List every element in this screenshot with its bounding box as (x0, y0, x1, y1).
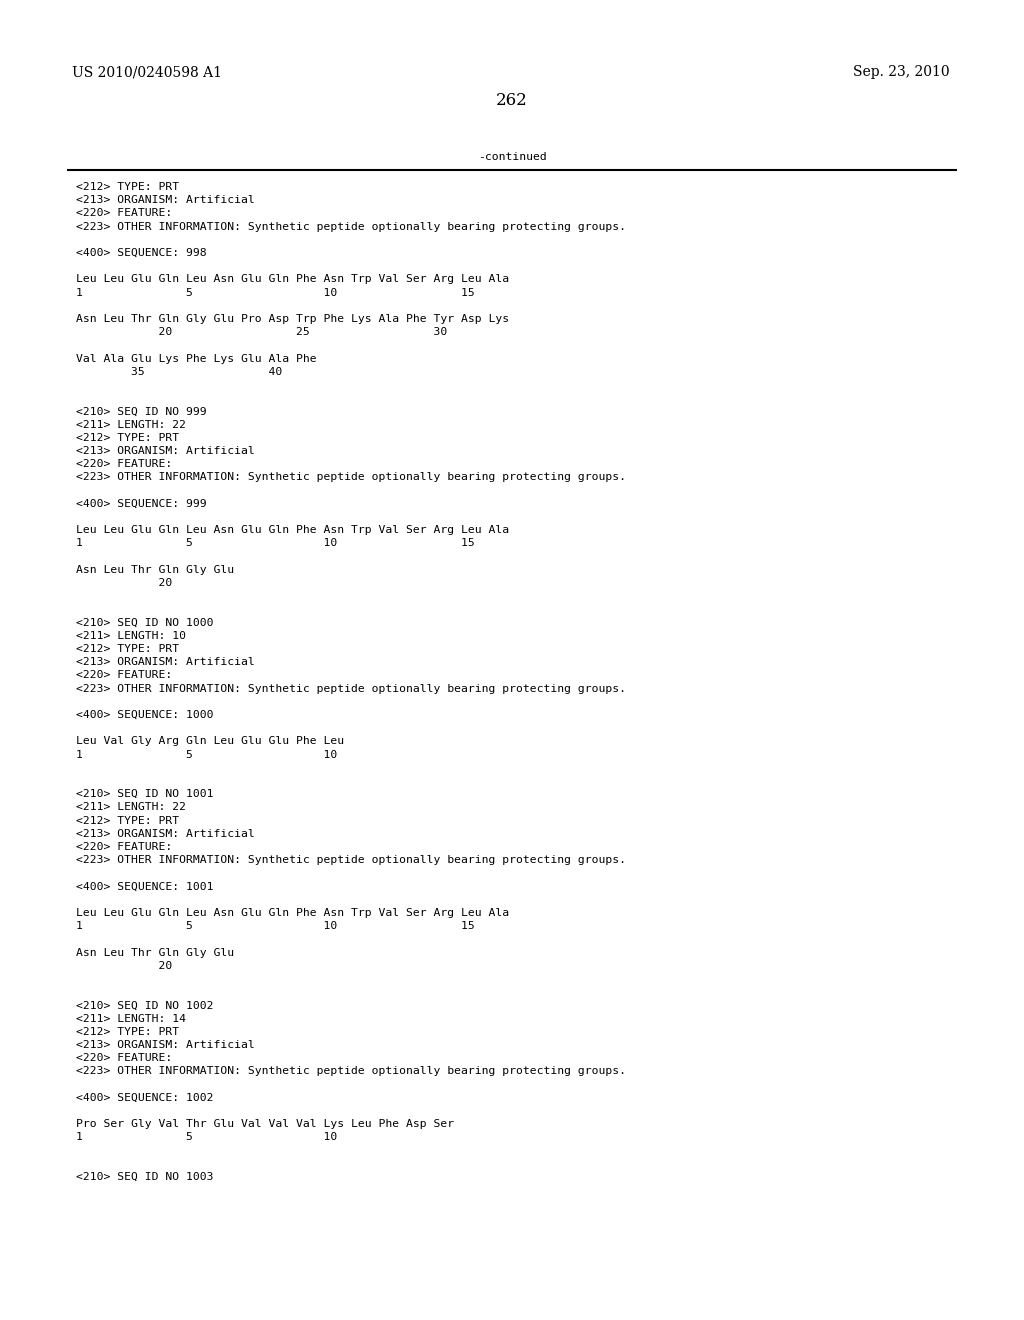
Text: 1               5                   10: 1 5 10 (76, 1133, 337, 1142)
Text: <212> TYPE: PRT: <212> TYPE: PRT (76, 433, 179, 442)
Text: <400> SEQUENCE: 1001: <400> SEQUENCE: 1001 (76, 882, 213, 891)
Text: -continued: -continued (477, 152, 547, 162)
Text: <211> LENGTH: 10: <211> LENGTH: 10 (76, 631, 186, 640)
Text: <212> TYPE: PRT: <212> TYPE: PRT (76, 816, 179, 825)
Text: Leu Leu Glu Gln Leu Asn Glu Gln Phe Asn Trp Val Ser Arg Leu Ala: Leu Leu Glu Gln Leu Asn Glu Gln Phe Asn … (76, 908, 509, 917)
Text: <400> SEQUENCE: 998: <400> SEQUENCE: 998 (76, 248, 207, 257)
Text: <212> TYPE: PRT: <212> TYPE: PRT (76, 182, 179, 191)
Text: <223> OTHER INFORMATION: Synthetic peptide optionally bearing protecting groups.: <223> OTHER INFORMATION: Synthetic pepti… (76, 473, 626, 482)
Text: Sep. 23, 2010: Sep. 23, 2010 (853, 65, 950, 79)
Text: <220> FEATURE:: <220> FEATURE: (76, 209, 172, 218)
Text: <210> SEQ ID NO 999: <210> SEQ ID NO 999 (76, 407, 207, 416)
Text: Asn Leu Thr Gln Gly Glu: Asn Leu Thr Gln Gly Glu (76, 565, 234, 574)
Text: 1               5                   10                  15: 1 5 10 15 (76, 288, 475, 297)
Text: <213> ORGANISM: Artificial: <213> ORGANISM: Artificial (76, 829, 255, 838)
Text: <211> LENGTH: 22: <211> LENGTH: 22 (76, 803, 186, 812)
Text: <213> ORGANISM: Artificial: <213> ORGANISM: Artificial (76, 1040, 255, 1049)
Text: <212> TYPE: PRT: <212> TYPE: PRT (76, 644, 179, 653)
Text: <212> TYPE: PRT: <212> TYPE: PRT (76, 1027, 179, 1036)
Text: <223> OTHER INFORMATION: Synthetic peptide optionally bearing protecting groups.: <223> OTHER INFORMATION: Synthetic pepti… (76, 684, 626, 693)
Text: <223> OTHER INFORMATION: Synthetic peptide optionally bearing protecting groups.: <223> OTHER INFORMATION: Synthetic pepti… (76, 1067, 626, 1076)
Text: <213> ORGANISM: Artificial: <213> ORGANISM: Artificial (76, 195, 255, 205)
Text: <220> FEATURE:: <220> FEATURE: (76, 459, 172, 469)
Text: Pro Ser Gly Val Thr Glu Val Val Val Lys Leu Phe Asp Ser: Pro Ser Gly Val Thr Glu Val Val Val Lys … (76, 1119, 454, 1129)
Text: 1               5                   10: 1 5 10 (76, 750, 337, 759)
Text: 262: 262 (496, 92, 528, 110)
Text: 20                  25                  30: 20 25 30 (76, 327, 447, 337)
Text: <400> SEQUENCE: 1002: <400> SEQUENCE: 1002 (76, 1093, 213, 1102)
Text: Asn Leu Thr Gln Gly Glu Pro Asp Trp Phe Lys Ala Phe Tyr Asp Lys: Asn Leu Thr Gln Gly Glu Pro Asp Trp Phe … (76, 314, 509, 323)
Text: Leu Leu Glu Gln Leu Asn Glu Gln Phe Asn Trp Val Ser Arg Leu Ala: Leu Leu Glu Gln Leu Asn Glu Gln Phe Asn … (76, 275, 509, 284)
Text: <213> ORGANISM: Artificial: <213> ORGANISM: Artificial (76, 657, 255, 667)
Text: 1               5                   10                  15: 1 5 10 15 (76, 921, 475, 931)
Text: <211> LENGTH: 22: <211> LENGTH: 22 (76, 420, 186, 429)
Text: Val Ala Glu Lys Phe Lys Glu Ala Phe: Val Ala Glu Lys Phe Lys Glu Ala Phe (76, 354, 316, 363)
Text: <220> FEATURE:: <220> FEATURE: (76, 1053, 172, 1063)
Text: 20: 20 (76, 578, 172, 587)
Text: <211> LENGTH: 14: <211> LENGTH: 14 (76, 1014, 186, 1023)
Text: <220> FEATURE:: <220> FEATURE: (76, 842, 172, 851)
Text: <223> OTHER INFORMATION: Synthetic peptide optionally bearing protecting groups.: <223> OTHER INFORMATION: Synthetic pepti… (76, 855, 626, 865)
Text: US 2010/0240598 A1: US 2010/0240598 A1 (72, 65, 222, 79)
Text: Asn Leu Thr Gln Gly Glu: Asn Leu Thr Gln Gly Glu (76, 948, 234, 957)
Text: <210> SEQ ID NO 1000: <210> SEQ ID NO 1000 (76, 618, 213, 627)
Text: Leu Val Gly Arg Gln Leu Glu Glu Phe Leu: Leu Val Gly Arg Gln Leu Glu Glu Phe Leu (76, 737, 344, 746)
Text: Leu Leu Glu Gln Leu Asn Glu Gln Phe Asn Trp Val Ser Arg Leu Ala: Leu Leu Glu Gln Leu Asn Glu Gln Phe Asn … (76, 525, 509, 535)
Text: <210> SEQ ID NO 1002: <210> SEQ ID NO 1002 (76, 1001, 213, 1010)
Text: <220> FEATURE:: <220> FEATURE: (76, 671, 172, 680)
Text: 20: 20 (76, 961, 172, 970)
Text: <223> OTHER INFORMATION: Synthetic peptide optionally bearing protecting groups.: <223> OTHER INFORMATION: Synthetic pepti… (76, 222, 626, 231)
Text: <210> SEQ ID NO 1003: <210> SEQ ID NO 1003 (76, 1172, 213, 1181)
Text: <400> SEQUENCE: 999: <400> SEQUENCE: 999 (76, 499, 207, 508)
Text: <210> SEQ ID NO 1001: <210> SEQ ID NO 1001 (76, 789, 213, 799)
Text: <400> SEQUENCE: 1000: <400> SEQUENCE: 1000 (76, 710, 213, 719)
Text: 1               5                   10                  15: 1 5 10 15 (76, 539, 475, 548)
Text: <213> ORGANISM: Artificial: <213> ORGANISM: Artificial (76, 446, 255, 455)
Text: 35                  40: 35 40 (76, 367, 283, 376)
